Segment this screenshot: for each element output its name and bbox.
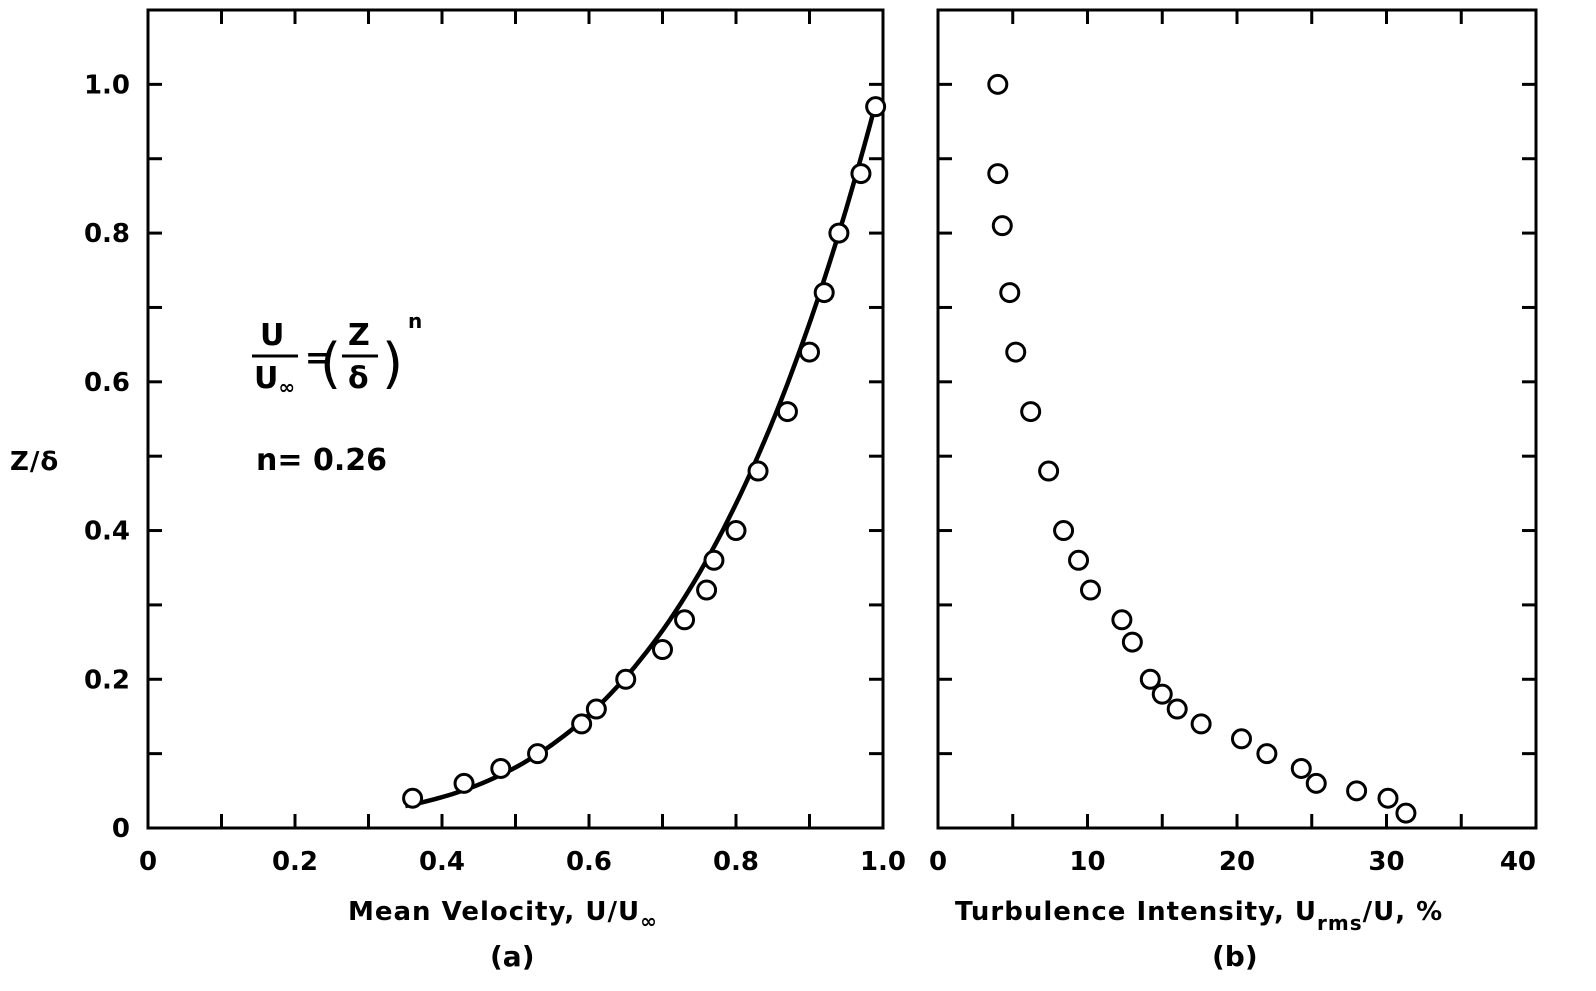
- panel-b-x-tick-label: 0: [929, 847, 947, 877]
- panel-b-data-point: [1166, 698, 1188, 720]
- panel-a-data-point: [828, 222, 850, 244]
- panel-b-data-point: [1256, 743, 1278, 765]
- panel-b-data-point: [1290, 758, 1312, 780]
- panel-a-data-point: [776, 401, 798, 423]
- eq-denominator-sub: ∞: [278, 375, 295, 399]
- panel-a-data-point: [615, 668, 637, 690]
- panel-a-y-tick-labels: 0 0.2 0.4 0.6 0.8 1.0: [84, 70, 130, 844]
- eq-left-paren: (: [320, 332, 341, 395]
- panel-a-equation: U U∞ = ( Z δ ) n n= 0.26: [252, 309, 422, 478]
- panel-b-ticks: [938, 10, 1536, 828]
- panel-b-x-tick-label: 10: [1069, 847, 1105, 877]
- panel-b-xlabel: Turbulence Intensity, Urms/U, %: [955, 897, 1443, 935]
- panel-b-data-point: [1121, 631, 1143, 653]
- panel-a-data-point: [453, 772, 475, 794]
- panel-b-data-point: [1020, 401, 1042, 423]
- panel-b-data-point: [1053, 520, 1075, 542]
- panel-b-data-point: [1346, 780, 1368, 802]
- panel-a-data-point: [799, 341, 820, 363]
- panel-a-data-point: [865, 96, 887, 118]
- panel-b-data-point: [1395, 802, 1417, 824]
- eq-equals: =: [305, 341, 330, 376]
- eq-denominator: U∞: [254, 361, 295, 399]
- eq-right-paren: ): [382, 332, 403, 395]
- panel-a-y-tick-label: 0.8: [84, 219, 130, 249]
- panel-b-data-points: [987, 73, 1417, 824]
- panel-a-data-point: [490, 758, 512, 780]
- eq-exponent: n: [408, 309, 422, 333]
- eq-inner-numerator: Z: [348, 318, 370, 353]
- panel-a-y-tick-label: 0.2: [84, 665, 130, 695]
- eq-denominator-u: U: [254, 361, 278, 396]
- panel-a-data-point: [652, 639, 673, 661]
- panel-a-x-tick-label: 0.8: [713, 847, 759, 877]
- panel-b-xlabel-sub: rms: [1317, 911, 1363, 935]
- panel-a-data-point: [725, 520, 747, 542]
- panel-a-y-tick-label: 0: [112, 814, 130, 844]
- panel-b-data-point: [1377, 787, 1399, 809]
- panel-a-fit-curve: [404, 103, 878, 809]
- panel-b-data-point: [1068, 549, 1090, 571]
- panel-a-data-point: [527, 743, 549, 765]
- panel-b-data-point: [1079, 579, 1101, 601]
- panel-b-data-point: [1151, 683, 1173, 705]
- panel-a-data-point: [674, 609, 696, 631]
- panel-a-data-point: [813, 282, 835, 304]
- panel-a-x-tick-label: 0.2: [272, 847, 318, 877]
- panel-b-data-point: [1038, 460, 1060, 482]
- panel-a-data-point: [850, 163, 872, 185]
- panel-a: 0 0.2 0.4 0.6 0.8 1.0 0 0.2 0.4 0.6 0.8 1.0 Z/δ Me…: [10, 8, 906, 973]
- panel-a-data-point: [703, 549, 725, 571]
- panel-b-data-point: [1190, 713, 1212, 735]
- panel-b-x-tick-labels: 0 10 20 30 40: [929, 847, 1536, 877]
- panel-a-x-tick-label: 0.4: [419, 847, 465, 877]
- panel-a-data-point: [402, 787, 424, 809]
- panel-b-x-tick-label: 20: [1219, 847, 1255, 877]
- panel-b-x-tick-label: 30: [1368, 847, 1404, 877]
- eq-inner-denominator: δ: [348, 361, 369, 396]
- panel-a-x-tick-label: 0.6: [566, 847, 612, 877]
- panel-b-xlabel-post: /U, %: [1363, 897, 1444, 927]
- panel-a-xlabel-sub: ∞: [640, 909, 658, 933]
- panel-a-data-point: [696, 579, 718, 601]
- panel-a-data-point: [747, 460, 769, 482]
- panel-b-xlabel-pre: Turbulence Intensity, U: [955, 897, 1317, 927]
- panel-b-data-point: [1139, 668, 1161, 690]
- panel-b: 0 10 20 30 40 Turbulence Intensity, Urms/U, …: [929, 8, 1538, 973]
- panel-a-x-tick-label: 1.0: [860, 847, 906, 877]
- panel-a-x-tick-label: 0: [139, 847, 157, 877]
- eq-numerator: U: [260, 318, 284, 353]
- panel-b-data-point: [991, 215, 1013, 237]
- panel-a-xlabel: Mean Velocity, U/U∞: [348, 897, 658, 933]
- eq-n-value: n= 0.26: [256, 443, 387, 478]
- panel-b-data-point: [1111, 609, 1133, 631]
- panel-a-data-point: [585, 698, 607, 720]
- panel-a-ticks: [148, 10, 883, 828]
- panel-b-data-point: [987, 163, 1009, 185]
- panel-a-data-points: [402, 96, 887, 809]
- panel-b-data-point: [999, 282, 1021, 304]
- panel-b-sublabel: (b): [1212, 940, 1258, 973]
- panel-a-x-tick-labels: 0 0.2 0.4 0.6 0.8 1.0: [139, 847, 906, 877]
- panel-b-x-tick-label: 40: [1500, 847, 1536, 877]
- panel-b-data-point: [1005, 341, 1027, 363]
- panel-a-ylabel: Z/δ: [10, 447, 59, 477]
- panel-a-y-tick-label: 1.0: [84, 70, 130, 100]
- panel-b-data-point: [1230, 728, 1252, 750]
- panel-a-y-tick-label: 0.6: [84, 368, 130, 398]
- panel-b-data-point: [1305, 772, 1327, 794]
- panel-a-data-point: [571, 713, 593, 735]
- panel-a-xlabel-main: Mean Velocity, U/U: [348, 897, 640, 927]
- panel-a-y-tick-label: 0.4: [84, 517, 130, 547]
- panel-a-sublabel: (a): [490, 940, 535, 973]
- panel-b-data-point: [987, 73, 1009, 95]
